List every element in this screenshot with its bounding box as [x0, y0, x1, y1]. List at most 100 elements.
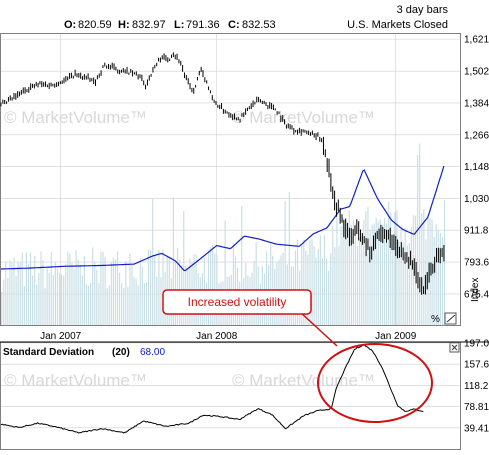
volume-bar — [284, 201, 286, 325]
indicator-period: (20) — [112, 347, 130, 358]
volume-bar — [398, 241, 400, 325]
price-x-tick-label: Jan 2007 — [40, 331, 82, 342]
header: 3 day bars O: 820.59 H: 832.97 L: 791.36… — [64, 4, 448, 31]
volume-bar — [388, 201, 390, 325]
annotation-box — [162, 289, 312, 315]
volume-bar — [100, 251, 102, 325]
volume-bar — [369, 229, 371, 325]
volume-bar — [65, 264, 67, 325]
volume-bar — [3, 279, 5, 325]
volume-bar — [1, 291, 3, 325]
ohlc-close-value: 832.53 — [242, 19, 276, 31]
price-y-axis-label: Index — [470, 278, 481, 302]
ohlc-close-label: C: — [228, 19, 240, 31]
volume-bar — [338, 245, 340, 325]
volume-bar — [385, 223, 388, 325]
volume-bar — [162, 249, 164, 325]
volume-bar — [270, 243, 272, 325]
volume-bar — [87, 286, 90, 325]
volume-bar — [176, 247, 179, 325]
close-indicator-icon[interactable] — [449, 342, 460, 353]
price-panel-frame — [0, 33, 461, 326]
volume-bar — [36, 284, 38, 325]
volume-bar — [56, 268, 59, 325]
volume-bar — [367, 206, 369, 325]
volume-bar — [158, 250, 160, 325]
volume-bar — [421, 213, 423, 325]
volume-bar — [352, 219, 355, 325]
volume-bar — [417, 155, 419, 325]
volume-bar — [27, 264, 30, 325]
watermark-indicator-right: © MarketVolume™ — [232, 371, 375, 390]
volume-bar — [94, 262, 96, 325]
price-y-tick-label: 1,621 — [464, 35, 489, 46]
volume-bar — [400, 229, 402, 325]
volume-bar — [152, 197, 154, 325]
volume-bar — [172, 197, 174, 325]
volume-bar — [309, 239, 311, 325]
volume-bar — [390, 212, 392, 325]
volume-bar — [296, 239, 299, 325]
moving-average-line — [0, 165, 445, 272]
volume-bar — [305, 250, 307, 325]
price-y-tick-label: 1,266 — [464, 130, 489, 141]
volume-bar — [433, 236, 435, 325]
volume-bar — [210, 247, 212, 325]
annotation-arrow — [299, 311, 338, 347]
volume-bar — [137, 285, 139, 325]
price-y-axis: 1,621 1,502 1,384 1,266 1,148 1,030 911.8 793.6… — [464, 35, 489, 301]
price-y-tick-label: 1,030 — [464, 194, 489, 205]
volume-bar — [350, 224, 352, 325]
volume-bar — [108, 285, 110, 325]
chart-type-toggle-icon[interactable] — [444, 312, 457, 325]
volume-bar — [410, 226, 413, 325]
indicator-y-tick-label: 118.2 — [464, 381, 489, 392]
volume-bar — [321, 258, 324, 325]
stddev-series-line — [0, 344, 424, 434]
ohlc-open-value: 820.59 — [78, 19, 112, 31]
volume-bar — [435, 224, 437, 325]
volume-bar — [17, 262, 19, 325]
volume-bar — [46, 267, 48, 325]
volume-bar — [58, 273, 61, 325]
volume-bar — [354, 223, 357, 325]
volume-bar — [42, 260, 44, 325]
annotation-text: Increased volatility — [188, 295, 287, 309]
price-x-axis: Jan 2007 Jan 2008 Jan 2009 — [40, 331, 417, 342]
volume-bar — [123, 288, 125, 325]
percent-toggle-label[interactable]: % — [431, 314, 440, 325]
price-y-tick-label: 1,502 — [464, 67, 489, 78]
volume-bar — [125, 261, 127, 325]
volume-bar — [19, 262, 21, 325]
volume-bar — [431, 219, 433, 325]
volume-bar — [183, 211, 185, 325]
indicator-header: Standard Deviation (20) 68.00 — [3, 347, 165, 358]
volume-bar — [315, 257, 317, 325]
volume-bar — [404, 228, 406, 325]
watermark-price-left: © MarketVolume™ — [4, 108, 147, 127]
volume-bar — [282, 252, 284, 325]
volume-bar — [303, 239, 305, 325]
indicator-y-tick-label: 157.6 — [464, 360, 489, 371]
volume-bar — [317, 248, 319, 325]
volume-bar — [406, 245, 408, 325]
volume-bar — [118, 272, 121, 325]
volume-bar — [224, 220, 226, 325]
indicator-name: Standard Deviation — [3, 347, 94, 358]
price-bars — [0, 52, 445, 295]
volume-bar — [313, 246, 315, 325]
volume-bar — [212, 245, 214, 325]
volume-bar — [23, 286, 25, 325]
price-y-tick-label: 793.6 — [464, 258, 489, 269]
volume-bar — [340, 226, 342, 325]
volume-bar — [110, 262, 112, 325]
ohlc-high-label: H: — [118, 19, 130, 31]
volume-bar — [63, 276, 65, 325]
volume-bar — [141, 266, 143, 325]
annotation: Increased volatility — [162, 289, 433, 423]
volume-bar — [344, 219, 346, 325]
volume-bar — [133, 276, 135, 325]
indicator-grid — [1, 342, 460, 429]
volume-bar — [402, 242, 404, 325]
volume-bar — [40, 251, 42, 325]
